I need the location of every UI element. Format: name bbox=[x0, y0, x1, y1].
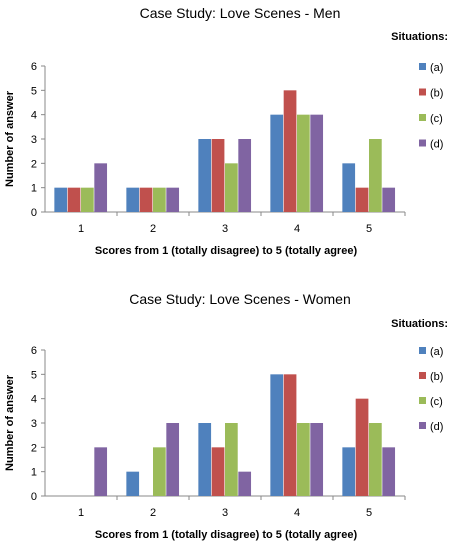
bar-d-score-1 bbox=[94, 447, 108, 496]
bar-a-score-2 bbox=[126, 471, 140, 496]
bar-b-score-5 bbox=[355, 398, 369, 496]
legend-swatch bbox=[419, 139, 426, 147]
legend-label: (a) bbox=[430, 62, 443, 74]
legend-label: (d) bbox=[430, 421, 443, 433]
y-tick-label: 1 bbox=[31, 183, 37, 195]
legend-title: Situations: bbox=[391, 318, 448, 330]
legend-swatch bbox=[419, 63, 426, 70]
bar-d-score-2 bbox=[166, 423, 180, 496]
bar-a-score-3 bbox=[198, 139, 212, 212]
x-axis-label: Scores from 1 (totally disagree) to 5 (t… bbox=[95, 245, 358, 257]
x-tick-label: 5 bbox=[366, 223, 372, 235]
chart-2: Case Study: Love Scenes - Women 0 1 2 3 4 5 6 Nu… bbox=[4, 291, 448, 541]
bar-b-score-4 bbox=[283, 374, 297, 496]
legend-swatch bbox=[419, 88, 426, 96]
bar-d-score-4 bbox=[310, 114, 324, 212]
bar-d-score-5 bbox=[382, 447, 396, 496]
bar-c-score-2 bbox=[153, 447, 166, 496]
y-tick-label: 2 bbox=[31, 442, 37, 454]
legend-label: (c) bbox=[430, 113, 443, 125]
y-tick-label: 5 bbox=[31, 85, 37, 97]
bar-c-score-1 bbox=[81, 187, 94, 212]
bar-c-score-3 bbox=[225, 423, 238, 496]
bar-b-score-1 bbox=[67, 187, 81, 212]
bar-c-score-2 bbox=[153, 187, 166, 212]
bar-b-score-3 bbox=[211, 447, 225, 496]
bar-a-score-3 bbox=[198, 423, 212, 496]
y-tick-label: 4 bbox=[31, 110, 37, 122]
bar-c-score-5 bbox=[369, 423, 382, 496]
y-tick-label: 3 bbox=[31, 418, 37, 430]
legend-swatch bbox=[419, 114, 426, 121]
y-tick-label: 6 bbox=[31, 345, 37, 357]
bar-d-score-2 bbox=[166, 187, 180, 212]
bar-a-score-1 bbox=[54, 187, 68, 212]
bar-d-score-4 bbox=[310, 423, 324, 496]
bar-b-score-5 bbox=[355, 187, 369, 212]
bar-a-score-2 bbox=[126, 187, 140, 212]
bar-d-score-3 bbox=[238, 471, 252, 496]
bar-a-score-4 bbox=[270, 114, 284, 212]
bar-d-score-5 bbox=[382, 187, 396, 212]
y-tick-label: 0 bbox=[31, 491, 37, 503]
y-tick-label: 0 bbox=[31, 207, 37, 219]
x-tick-label: 1 bbox=[78, 507, 84, 519]
chart-title: Case Study: Love Scenes - Women bbox=[129, 291, 351, 307]
x-tick-label: 4 bbox=[294, 223, 300, 235]
bar-b-score-2 bbox=[139, 187, 153, 212]
x-tick-label: 4 bbox=[294, 507, 300, 519]
bar-a-score-5 bbox=[342, 163, 356, 212]
y-tick-label: 2 bbox=[31, 158, 37, 170]
x-tick-label: 3 bbox=[222, 223, 228, 235]
bar-c-score-5 bbox=[369, 139, 382, 212]
y-tick-label: 1 bbox=[31, 467, 37, 479]
y-axis-label: Number of answer bbox=[4, 374, 16, 471]
y-tick-label: 4 bbox=[31, 394, 37, 406]
y-axis-label: Number of answer bbox=[4, 90, 16, 187]
y-tick-label: 3 bbox=[31, 134, 37, 146]
bar-a-score-4 bbox=[270, 374, 284, 496]
bar-c-score-3 bbox=[225, 163, 238, 212]
x-tick-label: 2 bbox=[150, 223, 156, 235]
legend-swatch bbox=[419, 347, 426, 354]
legend-label: (c) bbox=[430, 396, 443, 408]
x-tick-label: 5 bbox=[366, 507, 372, 519]
bar-a-score-5 bbox=[342, 447, 356, 496]
bar-d-score-3 bbox=[238, 139, 252, 212]
bar-b-score-4 bbox=[283, 90, 297, 212]
legend-title: Situations: bbox=[391, 31, 448, 43]
chart-1: Case Study: Love Scenes - Men 0 1 2 3 4 5 6 Numb… bbox=[4, 5, 448, 257]
legend: Situations: (a) (b) (c) (d) bbox=[391, 318, 448, 433]
legend: Situations: (a) (b) (c) (d) bbox=[391, 31, 448, 151]
x-tick-label: 3 bbox=[222, 507, 228, 519]
legend-label: (a) bbox=[430, 346, 443, 358]
x-tick-label: 1 bbox=[78, 223, 84, 235]
y-tick-label: 6 bbox=[31, 61, 37, 73]
y-tick-label: 5 bbox=[31, 369, 37, 381]
legend-label: (b) bbox=[430, 371, 443, 383]
legend-swatch bbox=[419, 422, 426, 429]
legend-label: (b) bbox=[430, 88, 443, 100]
bar-c-score-4 bbox=[297, 423, 310, 496]
legend-swatch bbox=[419, 397, 426, 404]
bar-b-score-3 bbox=[211, 139, 225, 212]
x-tick-label: 2 bbox=[150, 507, 156, 519]
x-axis-label: Scores from 1 (totally disagree) to 5 (t… bbox=[95, 529, 358, 541]
bar-c-score-4 bbox=[297, 114, 310, 212]
legend-label: (d) bbox=[430, 139, 443, 151]
legend-swatch bbox=[419, 372, 426, 379]
chart-title: Case Study: Love Scenes - Men bbox=[140, 5, 341, 21]
bar-d-score-1 bbox=[94, 163, 108, 212]
